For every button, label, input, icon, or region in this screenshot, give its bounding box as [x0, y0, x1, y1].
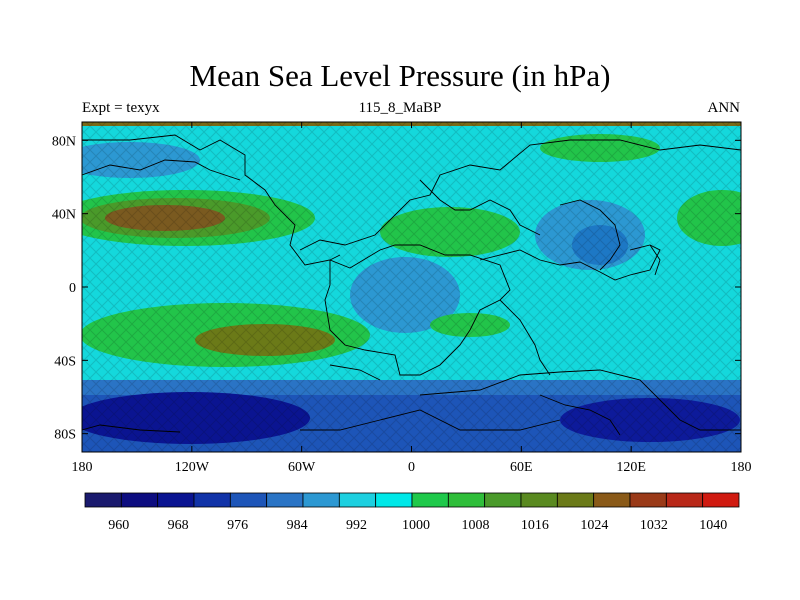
colorbar-swatch — [302, 492, 340, 508]
colorbar-swatch — [411, 492, 449, 508]
colorbar-label: 1040 — [699, 518, 727, 533]
colorbar-swatch — [193, 492, 231, 508]
colorbar: 960 968 976 984 992 1000 1008 1016 1024 1032 1040 — [84, 492, 740, 533]
colorbar-label: 976 — [227, 518, 248, 533]
lat-tick-label: 0 — [69, 281, 76, 296]
period-label: 115_8_MaBP — [358, 100, 442, 116]
colorbar-swatch — [229, 492, 268, 508]
colorbar-swatch — [84, 492, 122, 508]
colorbar-swatch — [338, 492, 377, 508]
colorbar-swatch — [157, 492, 195, 508]
map-title: Mean Sea Level Pressure (in hPa) — [189, 58, 611, 93]
colorbar-label: 968 — [168, 518, 189, 533]
colorbar-swatch — [120, 492, 159, 508]
colorbar-swatch — [665, 492, 704, 508]
colorbar-swatch — [266, 492, 304, 508]
colorbar-swatch — [375, 492, 413, 508]
experiment-label: Expt = texyx — [82, 100, 160, 116]
colorbar-swatch — [702, 492, 740, 508]
colorbar-swatch — [484, 492, 522, 508]
colorbar-label: 1032 — [640, 518, 668, 533]
colorbar-label: 992 — [346, 518, 367, 533]
colorbar-label: 960 — [108, 518, 129, 533]
colorbar-label: 1000 — [402, 518, 430, 533]
lon-tick-label: 180 — [72, 460, 93, 475]
lat-tick-label: 40N — [52, 208, 76, 223]
colorbar-label: 1016 — [521, 518, 549, 533]
lat-tick-label: 80N — [52, 134, 76, 149]
longitude-axis: 180 120W 60W 0 60E 120E 180 — [72, 122, 752, 475]
lat-tick-label: 80S — [54, 428, 76, 443]
colorbar-swatch — [520, 492, 558, 508]
colorbar-label: 1024 — [580, 518, 608, 533]
lon-tick-label: 60W — [288, 460, 316, 475]
lon-tick-label: 120W — [175, 460, 210, 475]
pressure-field — [82, 122, 741, 452]
colorbar-swatch — [593, 492, 631, 508]
colorbar-swatch — [447, 492, 486, 508]
colorbar-swatch — [629, 492, 667, 508]
lon-tick-label: 60E — [510, 460, 533, 475]
coastlines — [82, 134, 741, 436]
lon-tick-label: 180 — [731, 460, 752, 475]
season-label: ANN — [707, 100, 741, 116]
colorbar-label: 984 — [287, 518, 308, 533]
colorbar-label: 1008 — [461, 518, 489, 533]
lon-tick-label: 0 — [408, 460, 415, 475]
lon-tick-label: 120E — [616, 460, 646, 475]
field-hatch — [82, 122, 741, 452]
colorbar-swatch — [556, 492, 595, 508]
lat-tick-label: 40S — [54, 354, 76, 369]
latitude-axis: 80N 40N 0 40S 80S — [52, 134, 741, 443]
